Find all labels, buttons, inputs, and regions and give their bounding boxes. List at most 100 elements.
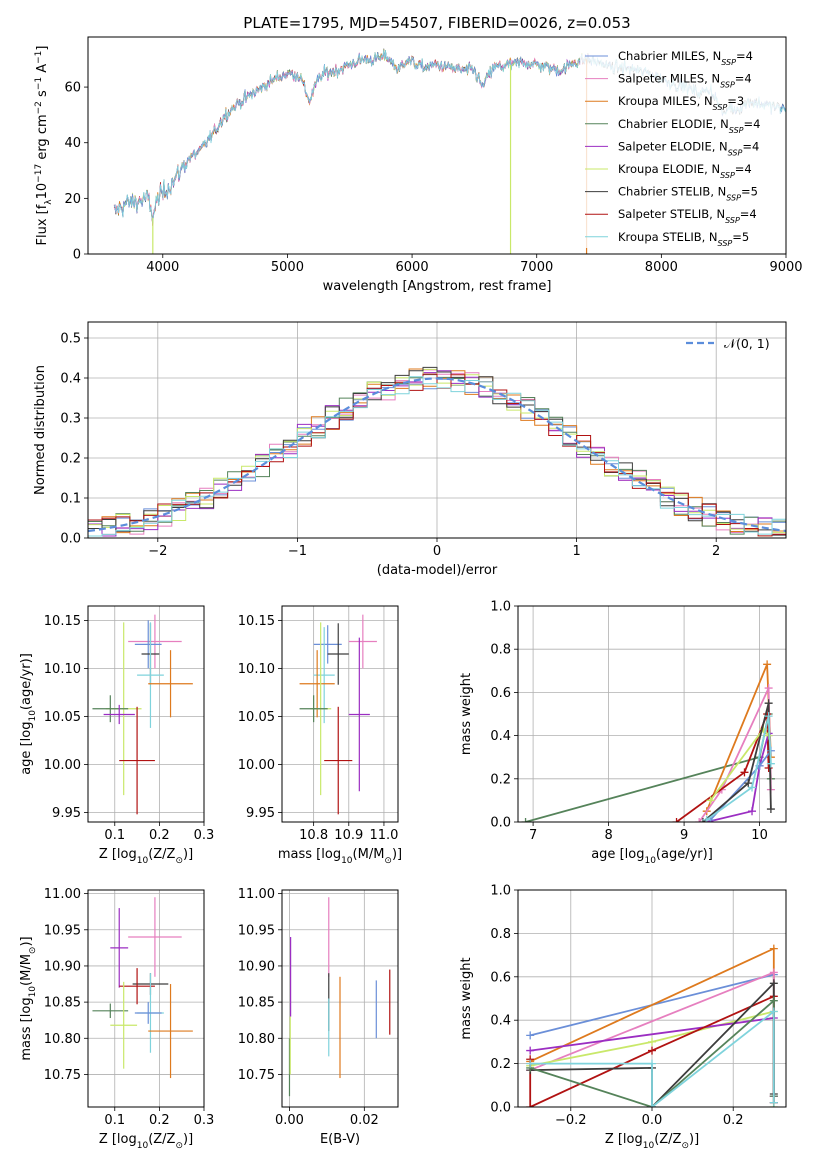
- spectrum-xtick-label: 9000: [769, 260, 802, 275]
- age_vs_mass-ytick-label: 10.10: [238, 662, 275, 677]
- spectrum-ylabel-part: erg cm: [35, 114, 50, 163]
- residuals-xtick-label: 0: [433, 544, 441, 559]
- weight_vs_Z-xlabel-part: )]: [689, 1132, 699, 1147]
- age_vs_Z-xtick-label: 0.3: [194, 828, 215, 843]
- weight-marker-cs: [764, 699, 773, 708]
- weight-marker-ss: [740, 768, 749, 777]
- weight_vs_age-xlabel: age [log10(age/yr)]: [591, 847, 713, 866]
- errorbar-ss: [119, 706, 155, 815]
- mass_vs_Z-xtick-label: 0.1: [104, 1113, 125, 1128]
- weight_vs_Z-xlabel-part: 10: [643, 1141, 655, 1151]
- weight-marker-ks: [648, 1059, 656, 1068]
- weight-marker-ks: [648, 1103, 656, 1107]
- age_vs_Z-xlabel-part: ⊙: [175, 856, 183, 866]
- spectrum-ylabel-part: ]: [35, 46, 50, 51]
- weight-marker-sm: [695, 818, 704, 822]
- weight-marker-ks: [764, 712, 773, 721]
- weight-marker-cs: [744, 779, 753, 788]
- residuals-xtick-label: −2: [148, 544, 167, 559]
- weight-marker-km: [769, 944, 778, 953]
- weight-marker-ce: [521, 818, 530, 822]
- mass_vs_Z-ytick-label: 10.80: [44, 1032, 81, 1047]
- age_vs_Z-ytick-label: 10.15: [44, 614, 81, 629]
- weight-marker-ks: [766, 759, 775, 768]
- mass_vs_EBV-ytick-label: 10.85: [238, 996, 275, 1011]
- errorbar-se: [348, 637, 370, 792]
- hist-ks: [88, 376, 786, 538]
- weight_vs_age-ytick-label: 0.4: [490, 729, 511, 744]
- weight_vs_Z-xtick-label: 0.2: [723, 1113, 744, 1128]
- legend-label-ss: Salpeter STELIB, NSSP=4: [618, 207, 757, 225]
- mass_vs_EBV-xlabel: E(B-V): [320, 1132, 360, 1147]
- residuals-xtick-label: −1: [288, 544, 307, 559]
- residuals-ytick-label: 0.4: [60, 372, 81, 387]
- weight_vs_Z-axes: −0.2 0.0 0.2 0.0 0.2 0.4 0.6 0.8 1.0 Z [log10(Z/Z…: [459, 884, 787, 1151]
- hist-legend-label: 𝒩(0, 1): [724, 336, 770, 351]
- legend-label-sm: Salpeter MILES, NSSP=4: [618, 72, 752, 90]
- normal-curve: [88, 377, 786, 533]
- weight_vs_Z-xlabel-part: (Z/Z: [654, 1132, 681, 1147]
- weight_vs_age-axes: 7 8 9 10 0.0 0.2 0.4 0.6 0.8 1.0 age [log10(age/yr…: [459, 600, 787, 866]
- residuals-ytick-label: 0.2: [60, 452, 81, 467]
- age_vs_mass-ytick-label: 9.95: [246, 806, 275, 821]
- weight-marker-ss: [526, 1103, 535, 1107]
- age_vs_Z-xlabel-part: (Z/Z: [148, 847, 175, 862]
- mass_vs_Z-ylabel: mass [log10(M/M⊙)]: [19, 936, 38, 1060]
- weight_vs_Z-ytick-label: 0.8: [490, 927, 511, 942]
- age_vs_mass-ytick-label: 10.00: [238, 758, 275, 773]
- weight_vs_Z-xlabel: Z [log10(Z/Z⊙)]: [605, 1132, 699, 1151]
- weight-marker-km: [763, 660, 772, 669]
- age_vs_mass-xtick-label: 11.0: [369, 828, 398, 843]
- age_vs_Z-xlabel-part: )]: [183, 847, 193, 862]
- weight_vs_age-ylabel: mass weight: [459, 673, 474, 755]
- weight-line-se: [706, 733, 770, 822]
- spectrum-xtick-label: 6000: [396, 260, 429, 275]
- age_vs_Z-ylabel-part: 10: [28, 710, 38, 722]
- hist-legend: 𝒩(0, 1): [686, 336, 770, 351]
- weight-marker-ke: [706, 796, 715, 805]
- age_vs_mass-xlabel: mass [log10(M/M⊙)]: [278, 847, 402, 866]
- spectrum-xtick-label: 8000: [645, 260, 678, 275]
- age_vs_Z-ytick-label: 10.10: [44, 662, 81, 677]
- age_vs_mass-frame: [281, 605, 399, 823]
- errorbar-se: [103, 704, 135, 725]
- residuals-xtick-label: 2: [712, 544, 720, 559]
- weight_vs_age-ytick-label: 0.8: [490, 643, 511, 658]
- weight-marker-cs: [766, 805, 775, 814]
- weight_vs_Z-xlabel-part: ⊙: [681, 1141, 689, 1151]
- spectrum-legend-box: [580, 44, 780, 248]
- age_vs_Z-xlabel-part: 10: [137, 856, 149, 866]
- spectrum-axes: 4000 5000 6000 7000 8000 9000 0 20 40 60 wavelengt…: [34, 36, 803, 294]
- mass_vs_Z-plot: [92, 897, 193, 1079]
- errorbar-ce: [92, 1003, 129, 1019]
- mass_vs_Z-ylabel-part: ⊙: [28, 947, 38, 955]
- age_vs_mass-xlabel-part: 10: [341, 856, 353, 866]
- age_vs_Z-xtick-label: 0.2: [149, 828, 170, 843]
- residuals-xlabel: (data-model)/error: [377, 563, 498, 578]
- spectrum-ylabel-part: −1: [34, 51, 44, 64]
- mass_vs_EBV-ytick-label: 11.00: [238, 887, 275, 902]
- mass_vs_EBV-ytick-label: 10.95: [238, 923, 275, 938]
- spectrum-frame: [87, 36, 787, 255]
- age_vs_mass-xtick-label: 10.9: [334, 828, 363, 843]
- mass_vs_Z-ylabel-part: (M/M: [19, 954, 34, 986]
- spectrum-ylabel-part: 10: [35, 183, 50, 200]
- errorbar-cm: [134, 1002, 162, 1024]
- weight-marker-se: [526, 1046, 535, 1055]
- weight-marker-ss: [648, 1046, 656, 1055]
- residuals-frame: [87, 321, 787, 539]
- weight-marker-ks: [769, 1007, 778, 1016]
- spectrum-legend: Chabrier MILES, NSSP=4 Salpeter MILES, NS…: [580, 44, 780, 248]
- age_vs_Z-xtick-label: 0.1: [104, 828, 125, 843]
- weight-marker-ke: [648, 1037, 656, 1046]
- legend-label-se: Salpeter ELODIE, NSSP=4: [618, 139, 759, 157]
- mass_vs_Z-xtick-label: 0.3: [194, 1113, 215, 1128]
- mass_vs_EBV-axes: 0.00 0.02 10.75 10.80 10.85 10.90 10.95 11.00 E(…: [238, 887, 399, 1147]
- errorbar-sm: [128, 614, 182, 669]
- age_vs_Z-ytick-label: 9.95: [52, 806, 81, 821]
- weight-marker-ks: [748, 783, 757, 792]
- weight_vs_age-xtick-label: 10: [751, 828, 768, 843]
- errorbar-ss: [324, 706, 353, 815]
- weight_vs_Z-ytick-label: 0.2: [490, 1057, 511, 1072]
